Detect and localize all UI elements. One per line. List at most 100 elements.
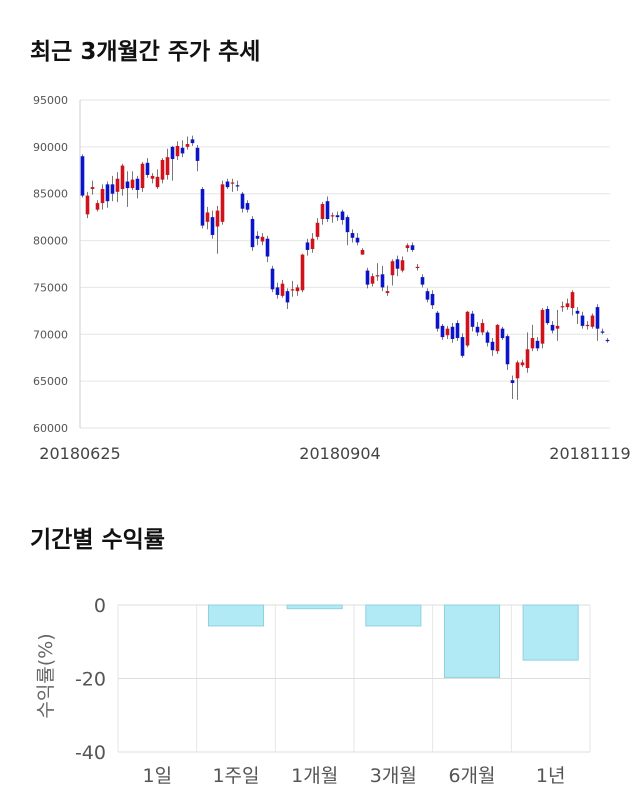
- candle-body: [320, 204, 325, 220]
- candle: [505, 334, 510, 370]
- candle-body: [340, 211, 345, 220]
- return-y-tick-label: 0: [94, 595, 106, 617]
- return-y-tick-label: -20: [75, 669, 106, 691]
- candle: [535, 337, 540, 352]
- candle-body: [485, 332, 490, 343]
- candle-body: [395, 259, 400, 269]
- candle-body: [540, 309, 545, 344]
- candle-body: [100, 189, 105, 204]
- return-chart-grid: [117, 604, 591, 753]
- candle-body: [365, 270, 370, 285]
- candle: [135, 175, 140, 199]
- candle: [445, 325, 450, 339]
- candle-body: [125, 181, 130, 189]
- price-y-tick-label: 60000: [33, 422, 68, 435]
- candle: [245, 200, 250, 213]
- candle: [570, 290, 575, 316]
- candle: [200, 187, 205, 229]
- candle-body: [435, 312, 440, 329]
- candle-body: [195, 147, 200, 161]
- candle: [320, 202, 325, 225]
- candle: [375, 263, 380, 281]
- return-bar-chart: 0 -20 -40 1일 1주일 1개월 3개월 6개월 1년 수익률(%): [35, 595, 591, 787]
- candle: [260, 233, 265, 246]
- candle-body: [455, 323, 460, 339]
- return-x-tick-label: 1주일: [212, 765, 259, 787]
- candle-body: [335, 215, 340, 218]
- price-chart-grid: [79, 99, 610, 429]
- candle-body: [490, 341, 495, 351]
- candle: [85, 191, 90, 219]
- candle: [560, 301, 565, 312]
- candle: [295, 284, 300, 296]
- candle: [605, 338, 610, 343]
- candle-body: [375, 275, 380, 277]
- candle: [400, 256, 405, 273]
- candle-body: [535, 340, 540, 349]
- candle-body: [510, 380, 515, 384]
- candle: [305, 238, 310, 256]
- candle: [265, 235, 270, 263]
- candle-body: [165, 157, 170, 175]
- candle: [385, 285, 390, 296]
- candle: [350, 229, 355, 243]
- candle-body: [230, 182, 235, 184]
- candle: [240, 191, 245, 213]
- candle: [290, 280, 295, 297]
- candle-body: [400, 260, 405, 271]
- candle: [565, 298, 570, 310]
- candle: [360, 248, 365, 255]
- candle: [335, 211, 340, 221]
- candle-body: [515, 362, 520, 379]
- price-x-tick-label: 20181119: [549, 444, 630, 463]
- candle: [130, 171, 135, 190]
- candle: [110, 175, 115, 202]
- candle-body: [145, 162, 150, 175]
- candle-body: [370, 276, 375, 284]
- candle: [410, 242, 415, 252]
- candle-body: [245, 203, 250, 210]
- candle-body: [185, 144, 190, 147]
- candle: [120, 163, 125, 196]
- candle: [430, 290, 435, 309]
- candle-body: [415, 266, 420, 269]
- candle-body: [545, 308, 550, 324]
- candle-body: [255, 235, 260, 239]
- candle: [580, 311, 585, 329]
- return-bar: [443, 604, 501, 678]
- candle: [595, 304, 600, 341]
- candle-body: [250, 219, 255, 248]
- candle-body: [585, 324, 590, 327]
- candle: [465, 310, 470, 348]
- candle: [495, 323, 500, 354]
- candle-body: [425, 291, 430, 300]
- price-y-tick-label: 80000: [33, 235, 68, 248]
- candle-body: [380, 274, 385, 288]
- candle-body: [360, 249, 365, 255]
- candle: [345, 215, 350, 246]
- candle: [390, 259, 395, 286]
- price-y-tick-label: 70000: [33, 328, 68, 341]
- candle: [540, 308, 545, 349]
- candle-body: [505, 336, 510, 365]
- price-y-tick-label: 65000: [33, 375, 68, 388]
- candle: [425, 288, 430, 303]
- candle-body: [225, 181, 230, 188]
- candle-body: [520, 362, 525, 366]
- candle: [325, 196, 330, 222]
- candle-body: [160, 159, 165, 180]
- price-trend-title: 최근 3개월간 주가 추세: [30, 39, 261, 65]
- candle-body: [590, 315, 595, 327]
- candle: [180, 140, 185, 158]
- candle: [230, 178, 235, 192]
- candle: [485, 330, 490, 347]
- candle-body: [115, 178, 120, 192]
- candle: [340, 209, 345, 225]
- price-x-axis: 20180625 20180904 20181119: [39, 444, 630, 463]
- candle-body: [95, 203, 100, 210]
- candle-body: [105, 184, 110, 202]
- candle-body: [410, 245, 415, 250]
- candle: [330, 212, 335, 223]
- candle-body: [190, 139, 195, 144]
- candle-body: [325, 201, 330, 220]
